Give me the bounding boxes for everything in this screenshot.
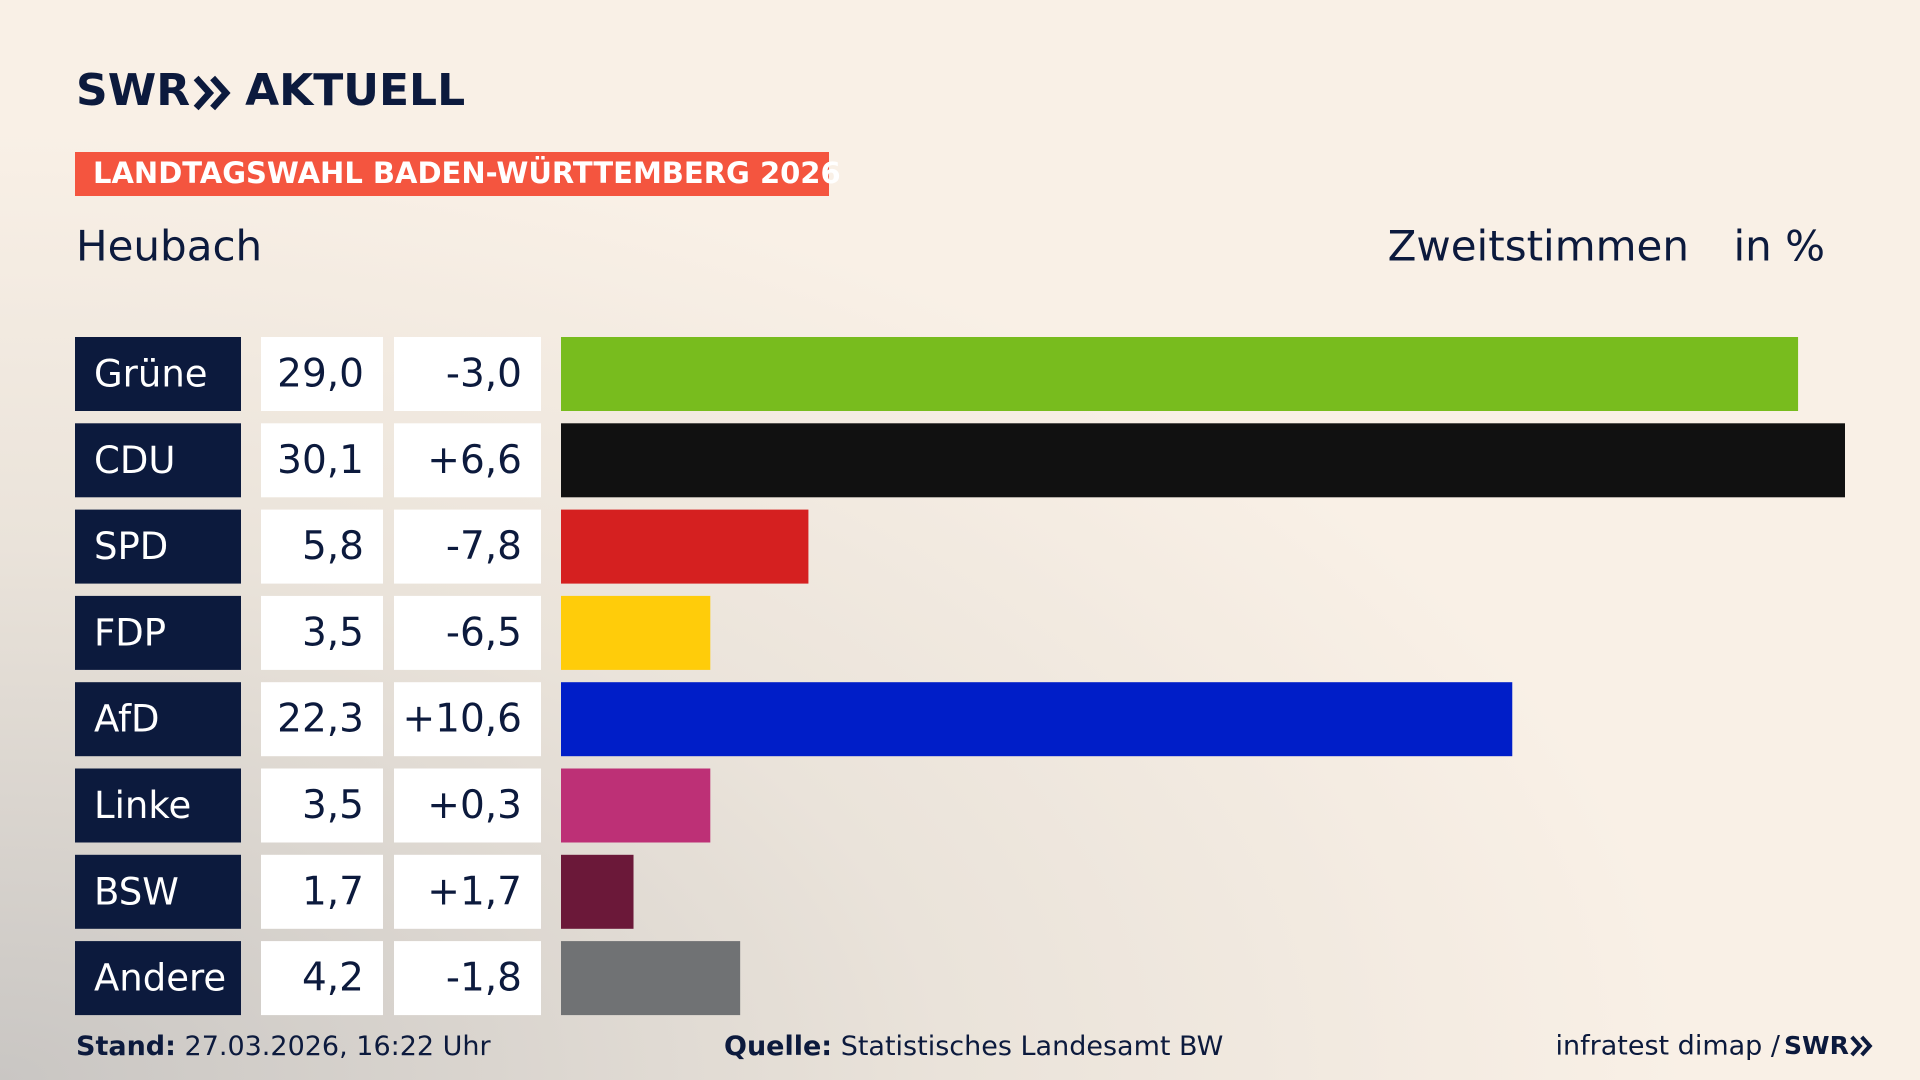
party-label: FDP	[94, 611, 166, 654]
party-label: CDU	[94, 439, 175, 482]
value-box	[261, 854, 383, 929]
value-label: 30,1	[277, 438, 364, 483]
party-box	[75, 768, 241, 843]
party-label: Andere	[94, 957, 226, 1000]
bar	[561, 509, 809, 584]
unit: in %	[1733, 222, 1825, 271]
party-box	[75, 941, 241, 1016]
bar	[561, 768, 711, 843]
party-label: SPD	[94, 525, 168, 568]
value-label: 1,7	[302, 869, 364, 914]
party-label: BSW	[94, 870, 179, 913]
credit-chevrons	[1860, 1035, 1873, 1057]
bar	[561, 337, 1799, 411]
change-label: -1,8	[446, 956, 522, 1001]
brand-chevrons	[210, 75, 231, 111]
stand-label: Stand:	[76, 1031, 176, 1062]
change-box	[394, 682, 541, 757]
change-label: -3,0	[446, 352, 522, 397]
chart-title: Heubach	[76, 222, 262, 271]
change-label: +1,7	[427, 869, 522, 914]
change-box	[394, 337, 541, 411]
bar	[561, 595, 711, 670]
chart-subtitle: Zweitstimmen	[1388, 222, 1689, 271]
change-box	[394, 768, 541, 843]
party-box	[75, 337, 241, 411]
party-box	[75, 854, 241, 929]
brand-chevrons	[193, 75, 215, 111]
change-box	[394, 423, 541, 498]
value-box	[261, 768, 383, 843]
value-label: 4,2	[302, 956, 364, 1001]
value-box	[261, 682, 383, 757]
source: Statistisches Landesamt BW	[841, 1031, 1224, 1062]
value-box	[261, 941, 383, 1016]
party-box	[75, 682, 241, 757]
value-box	[261, 509, 383, 584]
bar	[561, 423, 1845, 498]
banner-text: LANDTAGSWAHL BADEN-WÜRTTEMBERG 2026	[93, 156, 841, 190]
banner	[75, 152, 829, 196]
change-label: +10,6	[402, 697, 522, 742]
change-box	[394, 941, 541, 1016]
change-label: +0,3	[427, 783, 522, 828]
party-box	[75, 595, 241, 670]
value-label: 22,3	[277, 697, 364, 742]
change-box	[394, 595, 541, 670]
party-box	[75, 509, 241, 584]
party-label: Grüne	[94, 353, 208, 396]
value-label: 29,0	[277, 352, 364, 397]
bar	[561, 854, 634, 929]
party-box	[75, 423, 241, 498]
brand-logo-suffix: AKTUELL	[245, 65, 465, 116]
change-box	[394, 854, 541, 929]
credit: infratest dimap /	[1555, 1031, 1780, 1062]
value-label: 3,5	[302, 610, 364, 655]
value-box	[261, 423, 383, 498]
source-label: Quelle:	[724, 1031, 832, 1062]
party-label: Linke	[94, 784, 191, 827]
footer-stand: Stand: 27.03.2026, 16:22 Uhr	[76, 1031, 492, 1062]
party-label: AfD	[94, 698, 160, 741]
value-label: 3,5	[302, 783, 364, 828]
value-label: 5,8	[302, 524, 364, 569]
credit-brand: SWR	[1784, 1031, 1849, 1060]
stand: 27.03.2026, 16:22 Uhr	[185, 1031, 492, 1062]
brand-logo: SWR	[76, 65, 190, 116]
value-box	[261, 595, 383, 670]
credit-chevrons	[1850, 1035, 1863, 1057]
change-box	[394, 509, 541, 584]
bar	[561, 682, 1513, 757]
change-label: -6,5	[446, 610, 522, 655]
change-label: +6,6	[427, 438, 522, 483]
change-label: -7,8	[446, 524, 522, 569]
bar	[561, 941, 741, 1016]
value-box	[261, 337, 383, 411]
footer-source: Quelle: Statistisches Landesamt BW	[724, 1031, 1223, 1062]
